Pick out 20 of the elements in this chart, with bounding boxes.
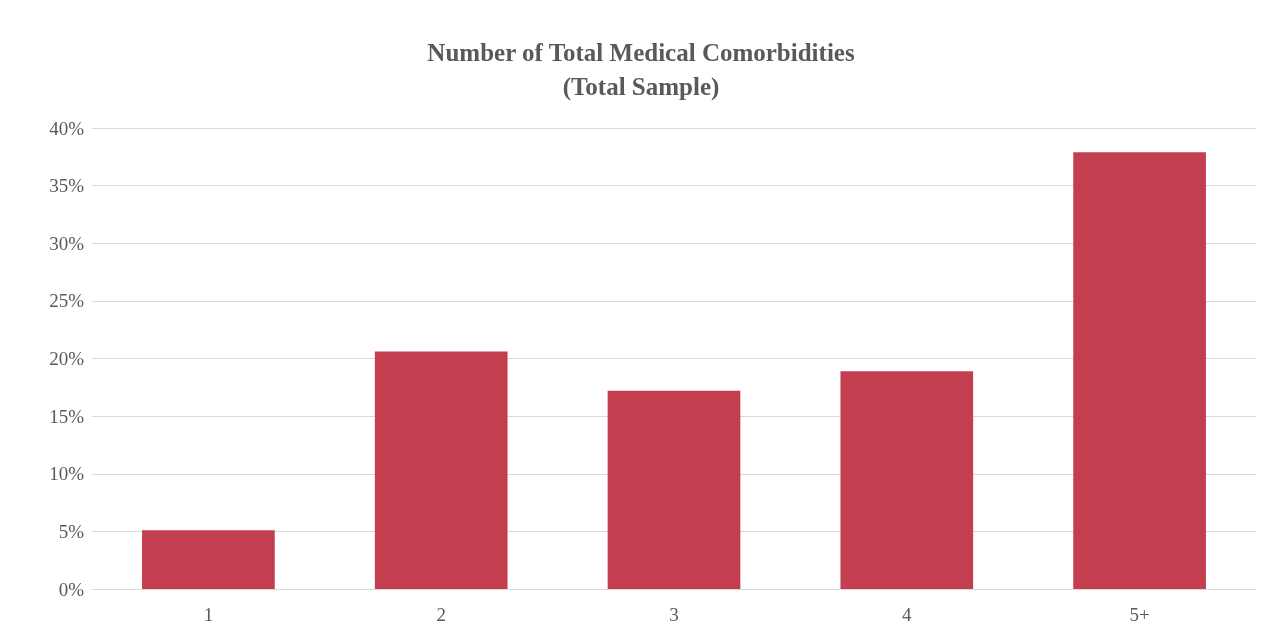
- y-tick-label: 10%: [49, 463, 85, 485]
- y-tick-label: 0%: [58, 578, 85, 600]
- x-tick-label: 4: [902, 604, 913, 625]
- x-tick-label: 3: [669, 604, 679, 625]
- y-tick-label: 30%: [49, 232, 85, 254]
- x-tick-label: 1: [203, 604, 214, 625]
- y-tick-label: 5%: [58, 520, 85, 542]
- chart-title: Number of Total Medical Comorbidities (Total Sample): [427, 38, 855, 101]
- y-tick-label: 35%: [49, 175, 85, 197]
- bar: [1073, 152, 1206, 589]
- y-tick-label: 15%: [49, 405, 85, 427]
- x-tick-label: 2: [436, 604, 446, 625]
- y-tick-label: 40%: [49, 117, 85, 139]
- x-tick-label: 5+: [1129, 604, 1150, 625]
- bar: [142, 530, 275, 589]
- bar: [607, 390, 741, 589]
- bar: [840, 371, 974, 589]
- y-tick-label: 25%: [49, 290, 85, 312]
- bar: [374, 351, 508, 589]
- y-tick-label: 20%: [49, 348, 85, 369]
